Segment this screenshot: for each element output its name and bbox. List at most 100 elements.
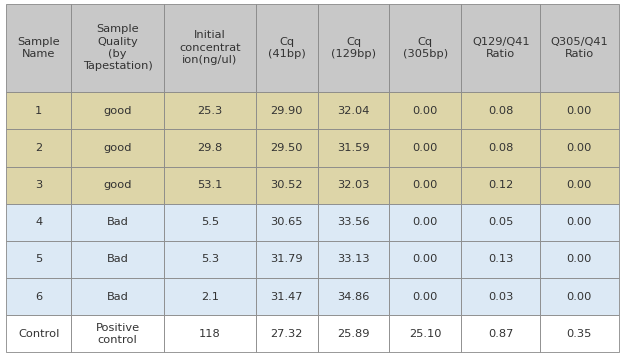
Bar [164,241,256,278]
Text: 6: 6 [35,292,42,302]
Text: 0.12: 0.12 [488,180,513,190]
Text: 0.05: 0.05 [488,217,513,227]
Text: 0.00: 0.00 [412,217,438,227]
Text: 29.8: 29.8 [198,143,222,153]
Bar [540,167,619,204]
Bar [540,315,619,352]
Text: 29.90: 29.90 [271,106,303,116]
Text: 118: 118 [199,329,221,339]
Text: 31.47: 31.47 [271,292,303,302]
Text: Control: Control [18,329,59,339]
Text: 5.5: 5.5 [201,217,219,227]
Bar [164,167,256,204]
Text: 30.52: 30.52 [271,180,303,190]
Text: 0.08: 0.08 [488,143,513,153]
Text: 0.00: 0.00 [567,255,592,265]
Text: good: good [103,106,132,116]
Text: Bad: Bad [106,217,128,227]
Bar [71,241,164,278]
Bar [389,167,461,204]
Bar [71,278,164,315]
Bar [318,92,389,129]
Bar [256,129,318,167]
Text: Q129/Q41
Ratio: Q129/Q41 Ratio [472,37,529,59]
Text: Cq
(41bp): Cq (41bp) [268,37,306,59]
Bar [71,129,164,167]
Text: Initial
concentrat
ion(ng/ul): Initial concentrat ion(ng/ul) [179,31,241,65]
Text: 5.3: 5.3 [201,255,219,265]
Text: 1: 1 [35,106,42,116]
Text: good: good [103,143,132,153]
Bar [318,129,389,167]
Bar [461,167,540,204]
Bar [256,204,318,241]
Bar [164,4,256,92]
Text: 0.00: 0.00 [567,217,592,227]
Bar [318,315,389,352]
Bar [461,278,540,315]
Bar [6,315,71,352]
Text: 30.65: 30.65 [271,217,303,227]
Bar [71,167,164,204]
Text: Cq
(305bp): Cq (305bp) [403,37,448,59]
Bar [164,315,256,352]
Text: Q305/Q41
Ratio: Q305/Q41 Ratio [551,37,608,59]
Text: 5: 5 [35,255,42,265]
Bar [461,4,540,92]
Bar [540,129,619,167]
Text: 0.00: 0.00 [567,106,592,116]
Text: 4: 4 [35,217,42,227]
Text: Bad: Bad [106,292,128,302]
Bar [256,92,318,129]
Bar [256,4,318,92]
Bar [71,204,164,241]
Text: 53.1: 53.1 [197,180,222,190]
Text: 25.10: 25.10 [409,329,442,339]
Bar [318,204,389,241]
Text: 33.56: 33.56 [338,217,370,227]
Bar [164,92,256,129]
Text: 2.1: 2.1 [201,292,219,302]
Text: 32.03: 32.03 [338,180,370,190]
Text: 25.89: 25.89 [338,329,370,339]
Bar [6,4,71,92]
Text: 34.86: 34.86 [338,292,370,302]
Text: 29.50: 29.50 [271,143,303,153]
Bar [318,167,389,204]
Bar [6,278,71,315]
Text: 0.87: 0.87 [488,329,513,339]
Bar [540,4,619,92]
Text: 0.00: 0.00 [412,292,438,302]
Bar [164,204,256,241]
Bar [6,167,71,204]
Bar [256,241,318,278]
Text: 25.3: 25.3 [198,106,222,116]
Text: Sample
Quality
(by
Tapestation): Sample Quality (by Tapestation) [82,24,152,72]
Text: 0.00: 0.00 [412,255,438,265]
Text: 3: 3 [35,180,42,190]
Text: Cq
(129bp): Cq (129bp) [331,37,376,59]
Bar [540,92,619,129]
Text: 0.00: 0.00 [567,292,592,302]
Bar [6,241,71,278]
Text: Bad: Bad [106,255,128,265]
Bar [389,315,461,352]
Bar [318,4,389,92]
Bar [6,129,71,167]
Bar [71,92,164,129]
Bar [389,278,461,315]
Bar [389,4,461,92]
Text: good: good [103,180,132,190]
Text: 32.04: 32.04 [338,106,370,116]
Bar [461,129,540,167]
Bar [6,204,71,241]
Text: 0.00: 0.00 [567,180,592,190]
Bar [71,4,164,92]
Text: 0.00: 0.00 [412,106,438,116]
Bar [461,204,540,241]
Bar [164,129,256,167]
Bar [389,241,461,278]
Bar [164,278,256,315]
Bar [389,92,461,129]
Bar [6,92,71,129]
